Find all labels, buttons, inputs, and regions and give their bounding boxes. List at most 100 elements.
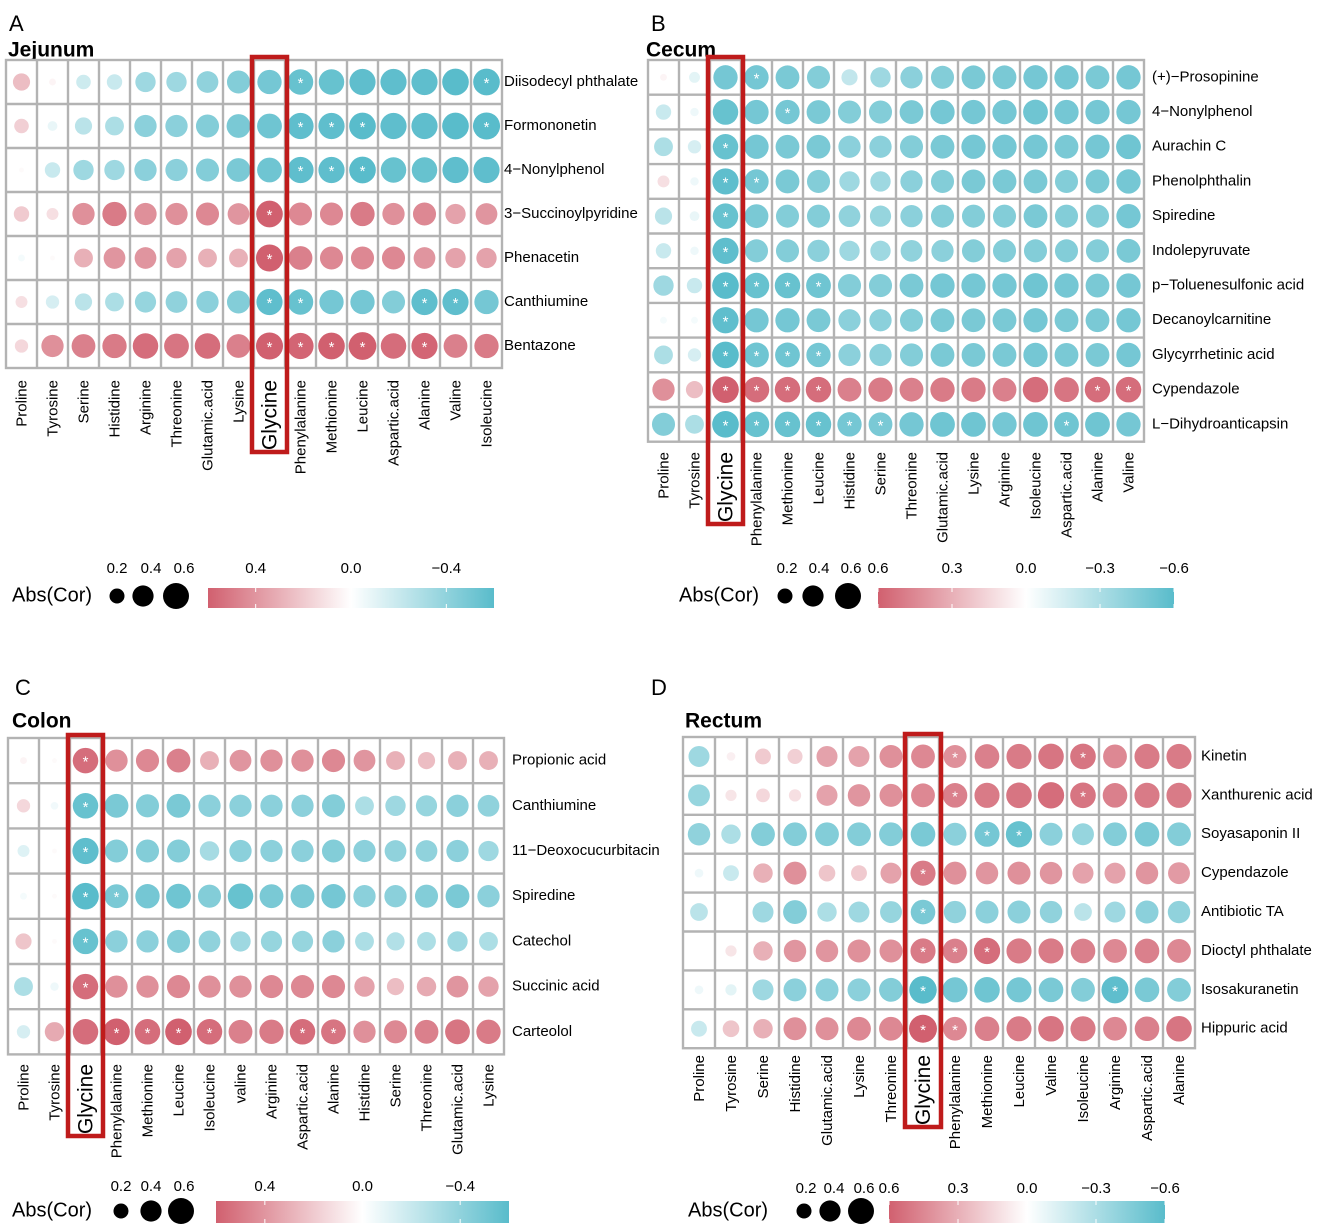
dot-indolepyruvate-leucine — [807, 239, 830, 262]
dot-antibiotic-ta-phenylalanine — [943, 900, 967, 924]
dot-carteolol-histidine — [353, 1020, 376, 1043]
dot-succinic-acid-proline — [14, 977, 33, 997]
dot-dioctyl-phthalate-threonine — [879, 939, 903, 963]
significance-mark: * — [422, 339, 428, 356]
dot-glycyrrhetinic-acid-phenylalanine — [744, 342, 769, 368]
column-label: Serine — [388, 1064, 405, 1107]
dot-antibiotic-ta-methionine — [975, 900, 999, 924]
significance-mark: * — [920, 866, 926, 883]
row-label: Glycyrrhetinic acid — [1152, 346, 1275, 363]
dot-catechol-lysine — [479, 931, 498, 951]
dot-l-dihydroanticapsin-isoleucine — [1023, 411, 1048, 437]
dot-antibiotic-ta-histidine — [783, 900, 807, 924]
dot-aurachin-c-tyrosine — [687, 140, 702, 154]
column-label: Proline — [16, 1064, 33, 1111]
dot-phenolphthalin-isoleucine — [1023, 169, 1048, 194]
dot-p-toluenesulfonic-acid-proline — [653, 275, 674, 296]
column-label: Threonine — [169, 380, 186, 448]
dot-11-deoxocucurbitacin-leucine — [166, 839, 191, 863]
dot-propionic-acid-tyrosine — [52, 758, 57, 764]
dot-dioctyl-phthalate-glutamic-acid — [815, 939, 839, 963]
significance-mark: * — [723, 279, 729, 296]
dot-spiredine-aspartic-acid — [1054, 204, 1079, 228]
dot-p-toluenesulfonic-acid-methionine — [774, 272, 801, 299]
color-legend-label: −0.4 — [445, 1178, 475, 1195]
dot-cypendazole-proline — [652, 378, 675, 401]
row-label: Cypendazole — [1152, 381, 1240, 398]
dot-phenolphthalin-arginine — [992, 169, 1017, 194]
dot-catechol-isoleucine — [198, 930, 221, 953]
dot-carteolol-glycine — [72, 1019, 99, 1045]
significance-mark: * — [1095, 383, 1101, 400]
dot-p-toluenesulfonic-acid-arginine — [992, 273, 1017, 298]
dot-canthiumine-isoleucine — [198, 794, 221, 817]
column-label: Methionine — [979, 1055, 996, 1128]
dot-4-nonylphenol-proline — [19, 167, 24, 173]
dot-glycyrrhetinic-acid-alanine — [1085, 343, 1110, 367]
significance-mark: * — [329, 339, 335, 356]
dot-aurachin-c-histidine — [838, 135, 861, 158]
dot-phenolphthalin-histidine — [839, 171, 860, 192]
significance-mark: * — [329, 163, 335, 180]
row-label: L−Dihydroanticapsin — [1152, 415, 1288, 432]
dot-4-nonylphenol-methionine — [775, 99, 800, 125]
dot-canthiumine-arginine — [134, 291, 157, 313]
significance-mark: * — [145, 1025, 151, 1042]
dot-canthiumine-serine — [385, 795, 406, 816]
color-legend-label: −0.4 — [432, 560, 462, 577]
row-label: Formononetin — [504, 117, 597, 134]
dot-prosopinine-aspartic-acid — [1054, 65, 1079, 90]
dot-canthiumine-leucine — [166, 793, 191, 818]
dot-4-nonylphenol-serine — [868, 100, 893, 124]
dot-propionic-acid-alanine — [321, 749, 346, 773]
column-label: Tyrosine — [723, 1055, 740, 1112]
significance-mark: * — [83, 934, 89, 951]
dot-11-deoxocucurbitacin-proline — [17, 845, 30, 857]
color-legend-bar — [216, 1201, 509, 1223]
dot-carteolol-methionine — [134, 1019, 161, 1045]
dot-spiredine-proline — [20, 892, 27, 900]
significance-mark: * — [723, 209, 729, 226]
color-legend-label: −0.6 — [1150, 1180, 1180, 1197]
size-legend-label: 0.6 — [841, 560, 862, 577]
dot-bentazone-lysine — [226, 334, 251, 358]
dot-spiredine-valine — [1116, 203, 1141, 229]
dot-soyasaponin-ii-alanine — [1167, 822, 1191, 847]
dot-soyasaponin-ii-lysine — [847, 822, 871, 847]
dot-3-succinoylpyridine-threonine — [165, 202, 188, 226]
dot-indolepyruvate-tyrosine — [690, 246, 699, 256]
dot-phenacetin-tyrosine — [50, 255, 55, 261]
dot-p-toluenesulfonic-acid-aspartic-acid — [1054, 273, 1079, 298]
dot-4-nonylphenol-serine — [73, 159, 94, 181]
dot-cypendazole-arginine — [1104, 862, 1126, 884]
dot-cypendazole-phenylalanine — [743, 376, 770, 403]
dot-propionic-acid-aspartic-acid — [291, 749, 314, 772]
size-legend-label: 0.4 — [809, 560, 830, 577]
column-label: Valine — [1043, 1055, 1060, 1096]
dot-spiredine-threonine — [900, 205, 923, 228]
significance-mark: * — [83, 980, 89, 997]
dot-phenolphthalin-threonine — [900, 170, 923, 193]
size-legend-dot — [109, 588, 125, 604]
dot-canthiumine-lysine — [477, 794, 500, 817]
dot-propionic-acid-methionine — [135, 749, 160, 773]
dot-spiredine-histidine — [353, 885, 376, 908]
significance-mark: * — [785, 417, 791, 434]
dot-catechol-phenylalanine — [105, 930, 128, 953]
significance-mark: * — [754, 70, 760, 87]
dot-carteolol-lysine — [476, 1019, 501, 1044]
dot-phenolphthalin-tyrosine — [690, 177, 699, 186]
column-label: Serine — [873, 452, 890, 495]
dot-spiredine-lysine — [961, 204, 986, 228]
dot-glycyrrhetinic-acid-histidine — [838, 343, 861, 367]
significance-mark: * — [360, 339, 366, 356]
dot-succinic-acid-tyrosine — [50, 982, 59, 991]
dot-hippuric-acid-tyrosine — [722, 1020, 740, 1038]
size-legend-dot — [796, 1203, 812, 1219]
dot-3-succinoylpyridine-isoleucine — [475, 203, 498, 225]
dot-isosakuranetin-histidine — [783, 978, 807, 1002]
dot-glycyrrhetinic-acid-glutamic-acid — [930, 343, 955, 367]
dot-phenolphthalin-serine — [870, 171, 891, 192]
dot-carteolol-aspartic-acid — [289, 1019, 316, 1045]
